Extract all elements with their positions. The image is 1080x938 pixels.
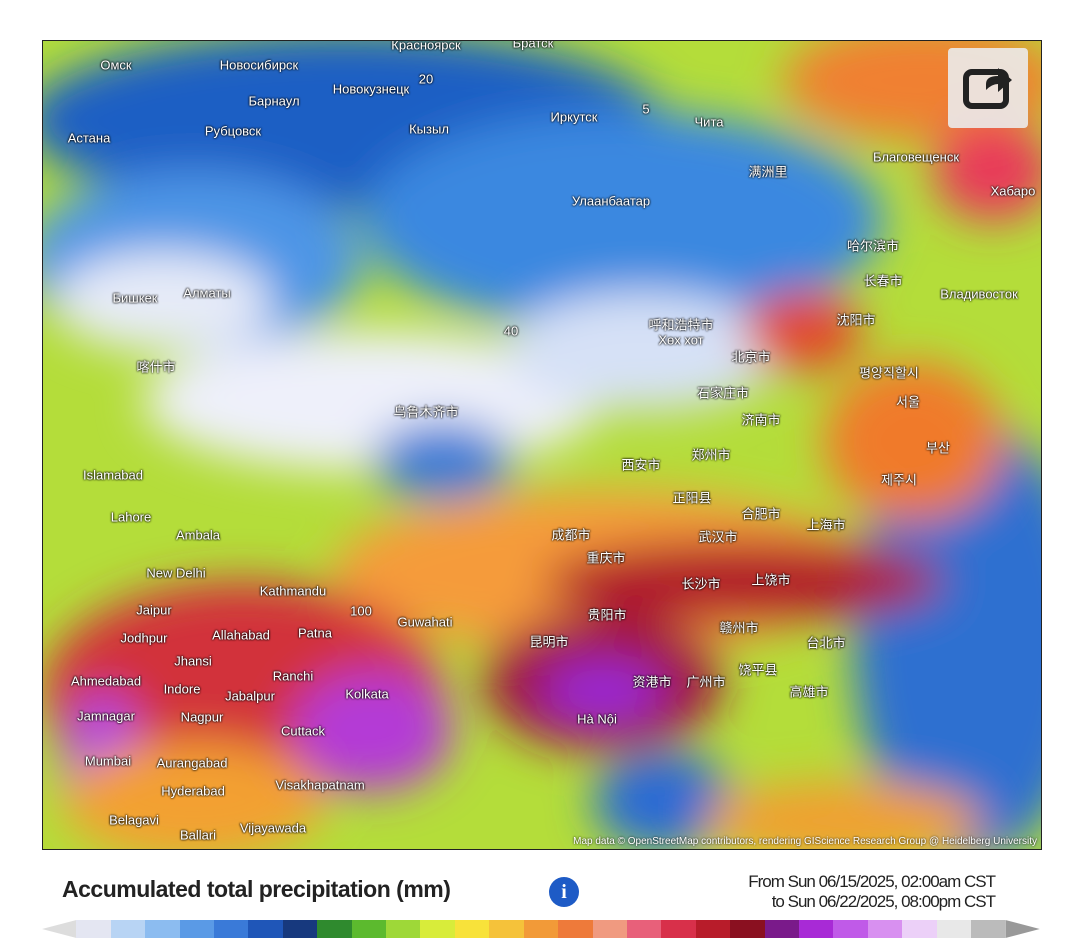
map-label: New Delhi	[146, 565, 206, 581]
map-label: Ranchi	[272, 668, 314, 684]
map-label: 上饶市	[751, 572, 791, 588]
map-label: Nagpur	[180, 709, 224, 725]
map-label: 济南市	[741, 412, 781, 428]
map-label: Kathmandu	[259, 583, 327, 599]
map-label: 重庆市	[586, 550, 626, 566]
map-label: 제주시	[881, 472, 917, 488]
map-label: Allahabad	[212, 627, 270, 643]
map-label: 100	[350, 603, 372, 619]
map-label: Братск	[512, 40, 554, 51]
panel-title: Accumulated total precipitation (mm)	[62, 876, 451, 902]
color-scale	[42, 920, 1040, 938]
map-label: 台北市	[806, 635, 846, 651]
map-label: Jodhpur	[120, 630, 168, 646]
map-label: 昆明市	[529, 634, 569, 650]
share-icon	[963, 68, 1012, 109]
map-label: Hà Nội	[577, 711, 617, 727]
map-label: Hyderabad	[161, 783, 225, 799]
map-label: Guwahati	[397, 614, 453, 630]
map-label: Иркутск	[550, 109, 598, 125]
map-label: 合肥市	[741, 506, 781, 522]
map-label: Новосибирск	[219, 57, 299, 73]
map-label: 20	[418, 71, 434, 87]
map-label: 成都市	[551, 527, 591, 543]
precipitation-map[interactable]: Омск Новосибирск Красноярск Братск Барнаул Но…	[42, 40, 1042, 850]
map-attribution: Map data © OpenStreetMap contributors, r…	[573, 836, 1037, 847]
map-label: 郑州市	[691, 447, 731, 463]
map-label: 呼和浩特市	[648, 317, 714, 333]
map-label: Ballari	[179, 827, 217, 843]
map-label: Омск	[100, 57, 132, 73]
map-label: 广州市	[686, 674, 726, 690]
map-label: Patna	[298, 625, 332, 641]
map-label: 资港市	[632, 674, 672, 690]
map-label: 长沙市	[681, 576, 721, 592]
map-label: Ambala	[175, 527, 221, 543]
map-label: Новокузнецк	[332, 81, 410, 97]
map-label: 赣州市	[719, 620, 759, 636]
map-label: Красноярск	[391, 40, 461, 53]
map-label: 서울	[896, 394, 920, 410]
map-label: 武汉市	[698, 529, 738, 545]
date-to: to Sun 06/22/2025, 08:00pm CST	[771, 892, 996, 911]
map-label: 正阳县	[672, 490, 712, 506]
map-label: Visakhapatnam	[275, 777, 365, 793]
map-label: 高雄市	[789, 684, 829, 700]
map-label: Благовещенск	[872, 149, 960, 165]
date-from: From Sun 06/15/2025, 02:00am CST	[748, 872, 996, 891]
map-label: Чита	[694, 114, 724, 130]
map-label: Indore	[163, 681, 201, 697]
map-label: Кызыл	[409, 121, 449, 137]
map-label: 喀什市	[136, 359, 176, 375]
map-label: 乌鲁木齐市	[393, 404, 459, 420]
map-label: 长春市	[863, 273, 903, 289]
map-label: 饶平县	[738, 662, 778, 678]
map-label: Ahmedabad	[70, 673, 142, 689]
map-label: Jhansi	[174, 653, 212, 669]
map-label: 沈阳市	[836, 312, 876, 328]
map-label: Jaipur	[136, 602, 172, 618]
map-label: Барнаул	[248, 93, 300, 109]
map-label: Vijayawada	[239, 820, 307, 836]
map-label: 满洲里	[748, 164, 788, 180]
map-label: Бишкек	[112, 290, 158, 306]
map-label: 부산	[926, 440, 950, 456]
info-button[interactable]: i	[549, 877, 579, 907]
map-label: 西安市	[621, 457, 661, 473]
map-label: Хабаро	[990, 183, 1036, 199]
map-label: 石家庄市	[696, 385, 750, 401]
map-label: Улаанбаатар	[571, 193, 651, 209]
map-label: Рубцовск	[204, 123, 262, 139]
share-button[interactable]	[948, 48, 1028, 128]
map-label: 贵阳市	[587, 607, 627, 623]
map-label: Алматы	[183, 285, 231, 301]
map-label: Хөх хот	[658, 332, 704, 348]
map-label: Jabalpur	[225, 688, 275, 704]
map-label: Islamabad	[83, 467, 143, 483]
map-label: 北京市	[731, 349, 771, 365]
map-label: Kolkata	[345, 686, 389, 702]
map-label: Mumbai	[84, 753, 132, 769]
map-label: 평양직할시	[859, 365, 919, 381]
map-label: 哈尔滨市	[846, 238, 900, 254]
map-image	[43, 41, 1041, 849]
map-label: 上海市	[806, 517, 846, 533]
map-label: Aurangabad	[156, 755, 228, 771]
map-label: Belagavi	[109, 812, 159, 828]
map-label: Владивосток	[940, 286, 1018, 302]
map-label: Lahore	[110, 509, 152, 525]
map-label: Астана	[67, 130, 111, 146]
map-label: Jamnagar	[77, 708, 135, 724]
map-label: Cuttack	[280, 723, 326, 739]
map-label: 5	[642, 101, 650, 117]
map-label: 40	[503, 323, 519, 339]
